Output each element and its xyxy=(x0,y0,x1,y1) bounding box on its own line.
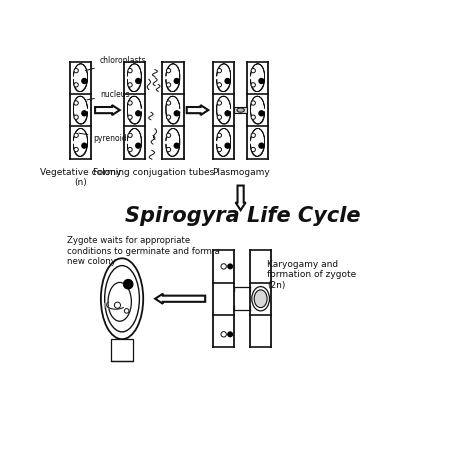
Circle shape xyxy=(74,69,78,73)
Text: Forming conjugation tubes: Forming conjugation tubes xyxy=(93,168,214,177)
Circle shape xyxy=(166,133,171,137)
Circle shape xyxy=(228,264,232,269)
Circle shape xyxy=(251,83,255,87)
Polygon shape xyxy=(73,96,87,124)
Ellipse shape xyxy=(254,290,267,308)
Text: chloroplasts: chloroplasts xyxy=(85,56,146,70)
Polygon shape xyxy=(251,128,264,156)
Circle shape xyxy=(136,143,141,148)
Circle shape xyxy=(217,101,221,105)
Polygon shape xyxy=(128,64,141,92)
Circle shape xyxy=(174,111,179,116)
Circle shape xyxy=(74,133,78,137)
Circle shape xyxy=(166,115,171,119)
Circle shape xyxy=(174,143,179,148)
Circle shape xyxy=(260,295,265,300)
Polygon shape xyxy=(251,64,264,92)
Text: Karyogamy and
formation of zygote
(2n): Karyogamy and formation of zygote (2n) xyxy=(267,260,356,290)
Circle shape xyxy=(259,79,264,84)
Circle shape xyxy=(82,111,87,116)
Circle shape xyxy=(217,147,221,152)
Polygon shape xyxy=(155,294,205,304)
Polygon shape xyxy=(73,64,87,92)
Circle shape xyxy=(82,143,87,148)
Polygon shape xyxy=(73,128,87,156)
Circle shape xyxy=(74,83,78,87)
Polygon shape xyxy=(166,128,180,156)
Circle shape xyxy=(217,83,221,87)
Text: pyrenoid: pyrenoid xyxy=(79,133,127,143)
Circle shape xyxy=(217,69,221,73)
Text: Vegetative colony
(n): Vegetative colony (n) xyxy=(40,168,121,187)
Circle shape xyxy=(128,133,132,137)
Circle shape xyxy=(136,111,141,116)
Ellipse shape xyxy=(101,258,143,339)
Ellipse shape xyxy=(105,266,139,332)
Circle shape xyxy=(217,133,221,137)
Polygon shape xyxy=(166,96,180,124)
Circle shape xyxy=(174,79,179,84)
Circle shape xyxy=(166,83,171,87)
Ellipse shape xyxy=(252,286,270,311)
Circle shape xyxy=(136,79,141,84)
Circle shape xyxy=(74,147,78,152)
Circle shape xyxy=(228,332,232,337)
Circle shape xyxy=(128,101,132,105)
Circle shape xyxy=(251,69,255,73)
Circle shape xyxy=(251,147,255,152)
Polygon shape xyxy=(95,105,120,115)
Polygon shape xyxy=(187,105,208,115)
Bar xyxy=(235,107,247,113)
Polygon shape xyxy=(251,96,264,124)
Circle shape xyxy=(166,101,171,105)
Circle shape xyxy=(128,69,132,73)
Circle shape xyxy=(114,302,120,308)
Text: Spirogyra Life Cycle: Spirogyra Life Cycle xyxy=(125,206,361,225)
Polygon shape xyxy=(236,185,246,210)
Circle shape xyxy=(221,332,227,337)
Circle shape xyxy=(166,69,171,73)
Polygon shape xyxy=(166,64,180,92)
Text: nucleus: nucleus xyxy=(87,90,129,100)
Circle shape xyxy=(217,115,221,119)
Circle shape xyxy=(74,115,78,119)
Circle shape xyxy=(166,147,171,152)
Polygon shape xyxy=(217,64,231,92)
Circle shape xyxy=(225,143,230,148)
Circle shape xyxy=(251,133,255,137)
Circle shape xyxy=(128,83,132,87)
Polygon shape xyxy=(217,96,231,124)
Circle shape xyxy=(259,111,264,116)
Circle shape xyxy=(251,101,255,105)
Circle shape xyxy=(221,264,227,269)
Ellipse shape xyxy=(108,282,131,321)
Polygon shape xyxy=(128,96,141,124)
Bar xyxy=(111,339,133,361)
Circle shape xyxy=(124,280,133,289)
Circle shape xyxy=(128,147,132,152)
Text: Zygote waits for appropriate
conditions to germinate and form a
new colony: Zygote waits for appropriate conditions … xyxy=(66,236,219,266)
Circle shape xyxy=(82,79,87,84)
Polygon shape xyxy=(128,128,141,156)
Polygon shape xyxy=(217,128,231,156)
Circle shape xyxy=(251,115,255,119)
Circle shape xyxy=(124,308,129,313)
Ellipse shape xyxy=(237,108,244,112)
Text: Plasmogamy: Plasmogamy xyxy=(212,168,270,177)
Circle shape xyxy=(225,111,230,116)
Circle shape xyxy=(128,115,132,119)
Circle shape xyxy=(225,79,230,84)
Circle shape xyxy=(259,143,264,148)
Circle shape xyxy=(74,101,78,105)
